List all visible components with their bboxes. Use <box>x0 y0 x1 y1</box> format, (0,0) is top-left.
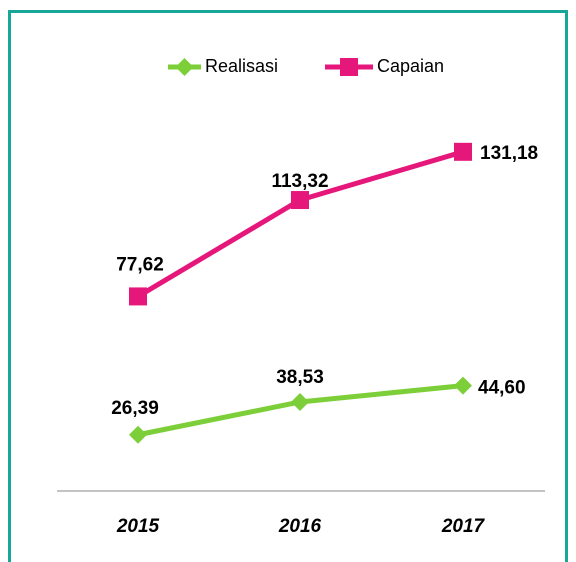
frame <box>8 10 568 562</box>
data-label: 26,39 <box>111 398 159 419</box>
x-tick-label: 2017 <box>441 516 486 537</box>
marker <box>454 376 472 395</box>
marker <box>129 425 147 444</box>
marker <box>291 392 309 411</box>
legend-label: Realisasi <box>205 56 278 76</box>
data-label: 44,60 <box>478 378 526 399</box>
x-tick-label: 2016 <box>278 516 322 537</box>
data-label: 113,32 <box>271 171 328 192</box>
legend-marker <box>175 58 194 76</box>
marker <box>291 191 309 210</box>
marker <box>129 287 147 306</box>
marker <box>454 142 472 161</box>
data-label: 77,62 <box>116 254 164 275</box>
legend-label: Capaian <box>377 56 444 76</box>
data-label: 131,18 <box>480 143 538 164</box>
data-label: 38,53 <box>276 367 324 388</box>
legend-marker <box>340 58 358 76</box>
x-tick-label: 2015 <box>116 516 160 537</box>
